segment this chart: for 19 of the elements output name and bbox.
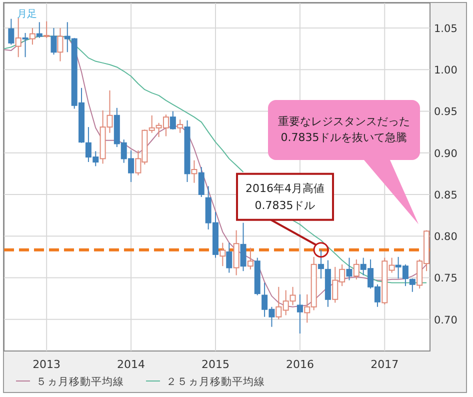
ytick: 1.05 xyxy=(434,22,458,35)
ytick: 0.80 xyxy=(434,231,458,244)
ytick: 0.95 xyxy=(434,106,458,118)
ytick: 0.90 xyxy=(434,148,458,160)
ytick: 1.00 xyxy=(434,64,458,77)
xtick: 2013 xyxy=(32,358,61,371)
legend-label: ５ヵ月移動平均線 xyxy=(36,376,124,388)
annotation: 月足 xyxy=(17,9,37,20)
xtick: 2014 xyxy=(117,358,146,371)
ytick: 0.70 xyxy=(434,314,458,326)
annotation: 2016年4月高値 0.7835ドル xyxy=(246,182,325,212)
ytick: 0.75 xyxy=(434,272,458,285)
xtick: 2017 xyxy=(370,358,399,371)
legend-item: ２５ヵ月移動平均線 xyxy=(146,376,265,388)
xtick: 2016 xyxy=(286,358,314,371)
legend-item: ５ヵ月移動平均線 xyxy=(16,376,124,388)
legend-label: ２５ヵ月移動平均線 xyxy=(166,376,265,388)
ytick: 0.85 xyxy=(434,189,458,202)
xtick: 2015 xyxy=(202,358,230,371)
